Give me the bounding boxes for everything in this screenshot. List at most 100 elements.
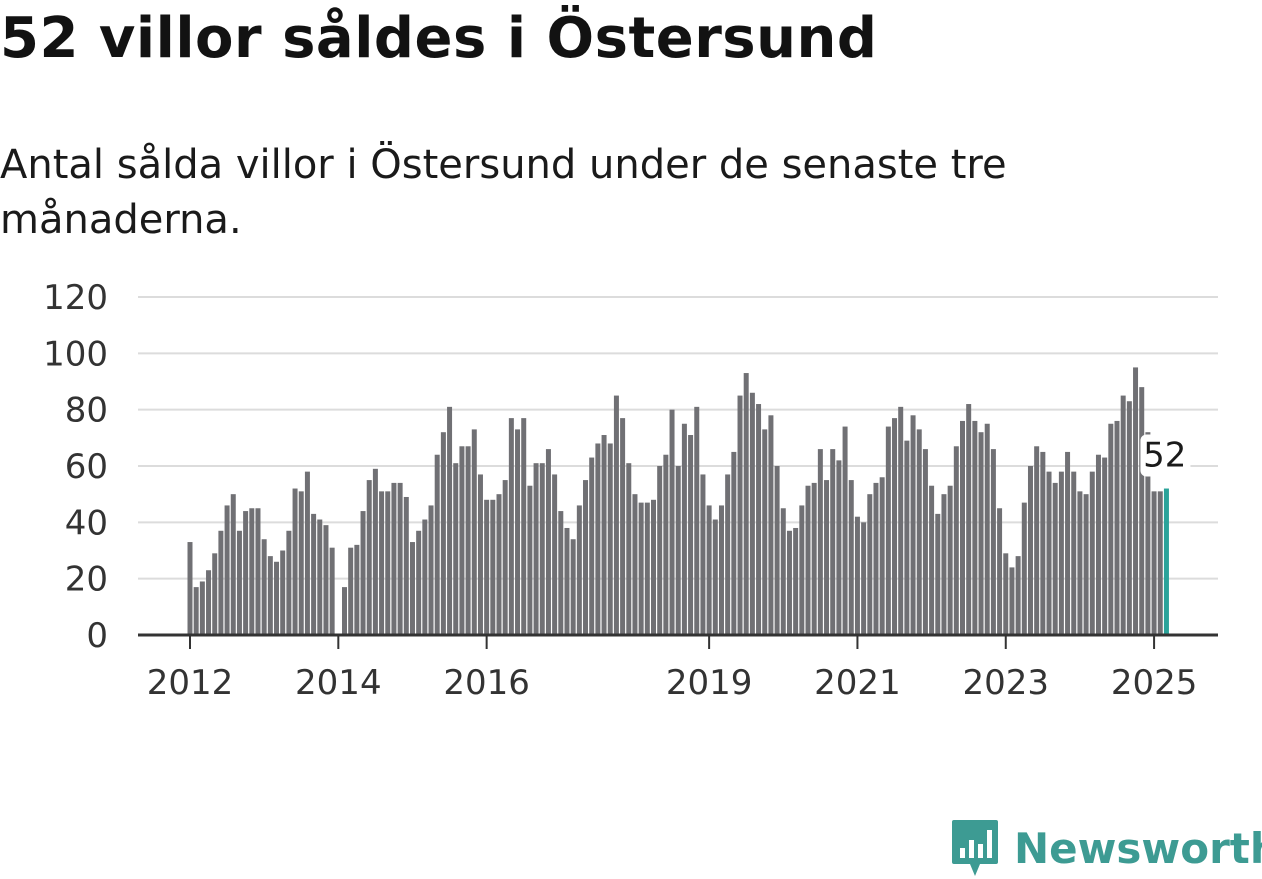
bar bbox=[1126, 401, 1132, 635]
bar bbox=[187, 542, 193, 635]
bar bbox=[984, 423, 990, 635]
bar bbox=[1145, 432, 1151, 635]
bar bbox=[1114, 420, 1120, 635]
bar bbox=[459, 446, 465, 635]
bar bbox=[910, 415, 916, 635]
bar bbox=[854, 516, 860, 635]
bar bbox=[1108, 423, 1114, 635]
bar bbox=[255, 508, 261, 635]
bar bbox=[1058, 471, 1064, 635]
bar bbox=[657, 466, 663, 635]
bar bbox=[471, 429, 477, 635]
bar bbox=[323, 525, 329, 635]
bar bbox=[292, 488, 298, 635]
bar bbox=[218, 530, 224, 635]
bar bbox=[688, 435, 694, 635]
bar bbox=[212, 553, 218, 635]
bar bbox=[718, 505, 724, 635]
bar bbox=[484, 499, 490, 635]
annotation-background bbox=[1140, 434, 1191, 477]
bar bbox=[644, 502, 650, 635]
y-tick-label: 0 bbox=[86, 616, 108, 656]
bar bbox=[508, 418, 514, 635]
bar bbox=[502, 480, 508, 635]
bar bbox=[966, 404, 972, 635]
bar bbox=[280, 550, 286, 635]
bar bbox=[706, 505, 712, 635]
bar bbox=[663, 454, 669, 635]
newsworthy-logo-icon bbox=[952, 820, 998, 876]
y-tick-label: 40 bbox=[65, 503, 108, 543]
bar-chart: 0 20 40 60 80 100 120 2012 2014 2016 2019 2021 2023… bbox=[43, 278, 1218, 703]
bar bbox=[199, 581, 205, 635]
bar bbox=[558, 511, 564, 635]
bar bbox=[1027, 466, 1033, 635]
x-tick-label: 2021 bbox=[814, 663, 901, 703]
bar bbox=[898, 406, 904, 635]
x-tick-label: 2023 bbox=[962, 663, 1049, 703]
bar bbox=[230, 494, 236, 635]
bar bbox=[298, 491, 304, 635]
bar bbox=[929, 485, 935, 635]
bar-highlight bbox=[1163, 488, 1169, 635]
bar bbox=[1095, 454, 1101, 635]
bar bbox=[960, 420, 965, 635]
bar bbox=[824, 480, 830, 635]
bar bbox=[675, 466, 681, 635]
bar bbox=[935, 513, 941, 635]
bar bbox=[817, 449, 823, 635]
y-tick-label: 120 bbox=[43, 278, 108, 318]
bar bbox=[904, 440, 910, 635]
bar bbox=[805, 485, 811, 635]
chart-title: 52 villor såldes i Östersund bbox=[0, 6, 878, 71]
bar bbox=[583, 480, 589, 635]
bar bbox=[836, 460, 842, 635]
bar bbox=[731, 451, 737, 635]
bar bbox=[570, 539, 576, 635]
bar bbox=[267, 556, 273, 635]
bar bbox=[799, 505, 805, 635]
bar bbox=[947, 485, 953, 635]
bar bbox=[756, 404, 762, 635]
bar bbox=[1083, 494, 1089, 635]
bar bbox=[681, 423, 687, 635]
bar bbox=[428, 505, 434, 635]
bar bbox=[613, 395, 619, 635]
bar bbox=[243, 511, 249, 635]
x-tick-label: 2012 bbox=[147, 663, 234, 703]
bar bbox=[1015, 556, 1021, 635]
bar bbox=[440, 432, 446, 635]
bar bbox=[941, 494, 947, 635]
bar bbox=[311, 513, 317, 635]
bar bbox=[1009, 567, 1015, 635]
bar bbox=[329, 547, 335, 635]
bar bbox=[317, 519, 323, 635]
bar bbox=[780, 508, 786, 635]
bar bbox=[873, 482, 879, 635]
bar bbox=[762, 429, 768, 635]
bar bbox=[465, 446, 471, 635]
bar bbox=[786, 530, 792, 635]
last-value-label: 52 bbox=[1143, 436, 1186, 476]
bar bbox=[669, 409, 675, 635]
bar bbox=[490, 499, 496, 635]
bar bbox=[638, 502, 644, 635]
bar bbox=[916, 429, 922, 635]
y-tick-label: 100 bbox=[43, 334, 108, 374]
y-tick-label: 80 bbox=[65, 391, 108, 431]
brand: Newsworthy bbox=[950, 817, 1262, 879]
bar bbox=[342, 587, 347, 635]
bar bbox=[1046, 471, 1052, 635]
brand-name: Newsworthy bbox=[1014, 823, 1262, 873]
y-axis-ticks: 0 20 40 60 80 100 120 bbox=[43, 278, 108, 656]
bar bbox=[515, 429, 521, 635]
y-tick-label: 60 bbox=[65, 447, 108, 487]
bar bbox=[521, 418, 527, 635]
bar bbox=[811, 482, 817, 635]
bar bbox=[539, 463, 545, 635]
bar bbox=[737, 395, 743, 635]
bar bbox=[848, 480, 854, 635]
bar bbox=[830, 449, 836, 635]
bar bbox=[842, 426, 848, 635]
bar bbox=[972, 420, 978, 635]
